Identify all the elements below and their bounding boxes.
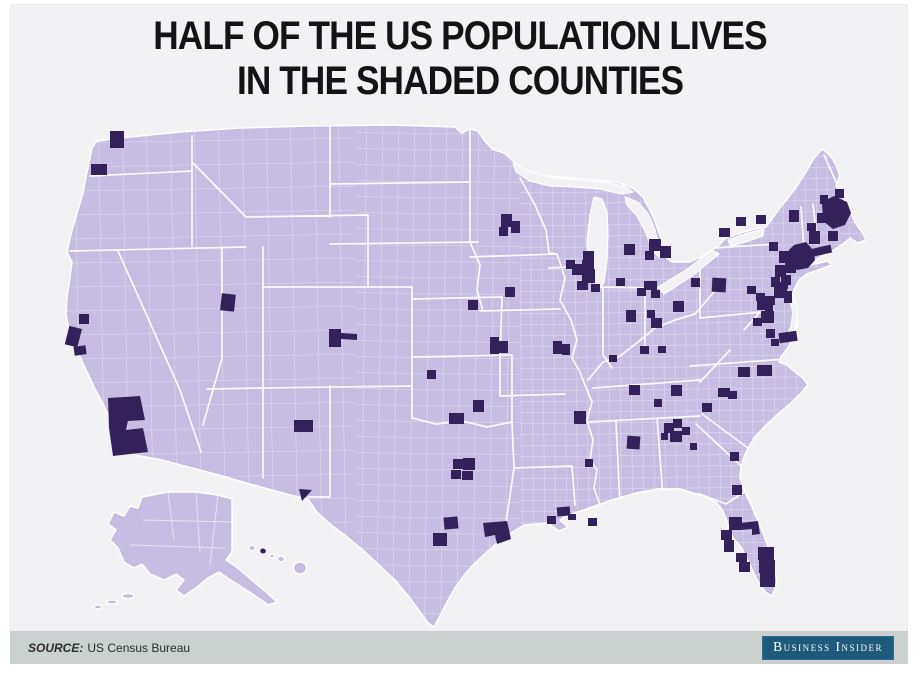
shaded-county-washington-dc — [761, 311, 774, 323]
shaded-county-baltimore — [757, 300, 769, 310]
shaded-county-houston — [483, 521, 511, 544]
shaded-counties — [64, 131, 851, 587]
shaded-county-portland — [91, 164, 107, 175]
shaded-county-sacramento — [79, 314, 89, 324]
title-line-2: IN THE SHADED COUNTIES — [236, 58, 684, 103]
business-insider-logo: Business Insider — [762, 635, 894, 660]
shaded-county-hartford — [809, 231, 820, 244]
shaded-county-milwaukee — [583, 251, 594, 260]
shaded-county-el-paso — [299, 489, 312, 501]
shaded-county-birmingham — [626, 435, 641, 450]
shaded-county-minneapolis — [501, 214, 512, 227]
shaded-county-atlanta — [664, 423, 674, 433]
shaded-county-chicago — [572, 264, 583, 275]
source-bar: SOURCE: US Census Bureau Business Insider — [10, 631, 908, 664]
hawaii-inset — [247, 544, 308, 575]
lake-erie — [657, 249, 720, 295]
shaded-county-tampa — [721, 530, 732, 540]
shaded-county-kansas-city — [490, 337, 499, 354]
shaded-county-bay-area — [64, 325, 82, 348]
shaded-county-palm-beach — [758, 547, 774, 560]
alaska-inset — [93, 491, 278, 610]
shaded-county-san-jose — [73, 345, 87, 356]
shaded-county-miami-dade — [760, 573, 775, 587]
shaded-county-philadelphia — [774, 287, 787, 298]
shaded-county-seattle — [110, 131, 124, 148]
shaded-county-salt-lake — [220, 293, 236, 312]
shaded-county-oklahoma-city — [449, 413, 464, 424]
shaded-county-cincinnati — [651, 318, 662, 328]
shaded-county-los-angeles — [108, 396, 148, 456]
shaded-county-albuquerque — [294, 420, 313, 432]
shaded-county-dallas-fort-worth — [453, 459, 463, 469]
shaded-county-long-island — [802, 244, 833, 259]
shaded-county-norfolk — [778, 330, 798, 344]
shaded-county-new-orleans — [556, 506, 571, 517]
shaded-county-austin — [443, 516, 459, 530]
shaded-county-oahu — [260, 548, 266, 554]
shaded-county-jacksonville — [729, 517, 742, 530]
source-text: US Census Bureau — [87, 640, 191, 655]
shaded-county-nashville — [629, 385, 640, 395]
shaded-county-raleigh — [757, 365, 772, 376]
chart-title: HALF OF THE US POPULATION LIVES IN THE SH… — [55, 14, 865, 104]
shaded-county-memphis — [574, 411, 586, 424]
lake-superior — [512, 162, 634, 195]
shaded-county-detroit — [649, 239, 661, 251]
shaded-county-pittsburgh — [711, 277, 727, 293]
shaded-county-st-louis — [553, 341, 562, 354]
title-line-1: HALF OF THE US POPULATION LIVES — [153, 14, 767, 58]
source-label: SOURCE: — [28, 640, 84, 655]
shaded-county-charlotte — [718, 388, 730, 397]
shaded-county-indianapolis — [626, 310, 636, 322]
source-credit: SOURCE: US Census Bureau — [28, 641, 190, 655]
shaded-county-san-antonio — [433, 533, 447, 546]
shaded-county-broward — [759, 560, 775, 573]
lake-ontario — [727, 228, 765, 247]
shaded-county-denver — [329, 329, 357, 347]
shaded-county-cleveland — [644, 281, 657, 290]
shaded-county-orlando — [740, 521, 760, 535]
shaded-county-boston — [822, 196, 851, 229]
shaded-county-columbus — [673, 301, 684, 312]
